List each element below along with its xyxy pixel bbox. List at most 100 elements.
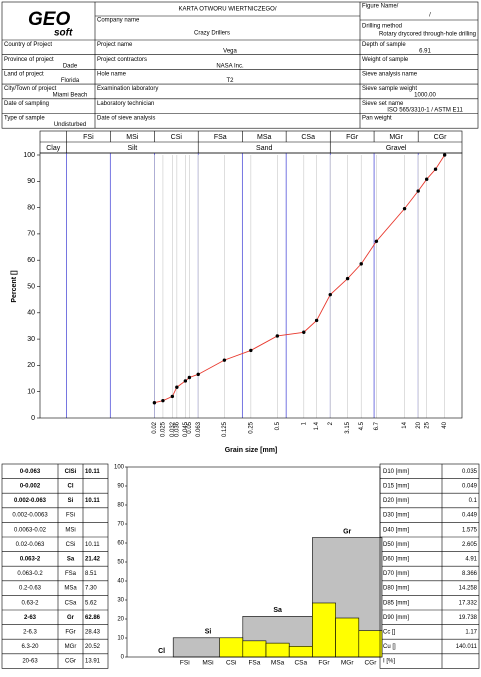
fraction-value: 5.62: [85, 600, 97, 606]
fraction-code: Gr: [67, 615, 75, 621]
fraction-code: FGr: [65, 629, 75, 635]
fraction-bar: [242, 640, 267, 658]
fraction-bar: [312, 602, 336, 658]
x-axis-label: Grain size [mm]: [225, 447, 278, 454]
x-tick-label: 0.036: [174, 421, 180, 437]
fraction-label: CGr: [434, 134, 448, 141]
fraction-value: 20.52: [85, 644, 101, 650]
field-label: City/Town of project: [4, 86, 57, 92]
data-point: [183, 379, 188, 383]
fraction-range: 0.2-0.63: [19, 586, 42, 592]
y-tick-label: 10: [27, 389, 35, 396]
field-label: Figure Name/: [362, 4, 399, 10]
data-point: [359, 262, 363, 266]
plot-frame: [39, 152, 463, 419]
bar-y-tick-label: 60: [117, 541, 124, 547]
fraction-bar: [265, 642, 290, 658]
fraction-code: CGr: [65, 659, 76, 665]
data-point: [402, 206, 407, 211]
parameter-value: 8.366: [462, 571, 478, 577]
group-label: Clay: [46, 145, 61, 152]
parameter-value: 2.605: [462, 542, 478, 548]
logo-sub: soft: [54, 28, 73, 39]
field-label: Sieve set name: [362, 101, 404, 107]
x-tick-label: 14: [402, 421, 408, 428]
parameter-label: Cc []: [383, 629, 396, 635]
parameter-value: 0.1: [469, 498, 478, 504]
bar-category-label: MSi: [202, 660, 213, 667]
parameter-label: D80 [mm]: [383, 586, 409, 592]
fraction-value: 62.86: [85, 615, 101, 621]
y-tick-label: 40: [27, 310, 35, 317]
parameter-value: 19.738: [459, 615, 478, 621]
fraction-range: 0.063-2: [20, 556, 41, 562]
parameter-value: 1.17: [465, 629, 477, 635]
x-tick-label: 0.5: [275, 421, 281, 430]
fraction-range: 0.063-0.2: [17, 571, 43, 577]
fraction-code: CSi: [66, 542, 76, 548]
bar-category-label: CSa: [294, 660, 307, 667]
fraction-bar: [335, 617, 360, 658]
fraction-label: MSi: [126, 134, 139, 141]
x-tick-label: 1: [301, 421, 307, 425]
y-tick-label: 0: [31, 415, 35, 422]
fraction-code: FSa: [65, 571, 77, 577]
field-label: Drilling method: [362, 24, 402, 30]
fraction-label: FSa: [214, 134, 227, 141]
field-label: Pan weight: [362, 116, 392, 122]
parameter-label: D40 [mm]: [383, 527, 409, 533]
fraction-label: CSa: [301, 134, 315, 141]
fraction-range: 0.02-0.063: [16, 542, 45, 548]
fraction-code: ClSi: [65, 469, 77, 475]
fraction-value: 28.43: [85, 629, 101, 635]
field-label: Company name: [97, 18, 140, 24]
bar-y-tick-label: 70: [117, 522, 124, 528]
doc-title: KARTA OTWORU WIERTNICZEGO/: [178, 7, 276, 13]
bar-y-tick-label: 10: [117, 636, 124, 642]
field-value: NASA Inc.: [216, 63, 244, 69]
fraction-label: FSi: [83, 134, 94, 141]
fraction-code: Cl: [68, 483, 74, 489]
parameter-value: 17.332: [459, 600, 478, 606]
fraction-label: MGr: [389, 134, 403, 141]
y-tick-label: 70: [27, 231, 35, 238]
x-tick-label: 0.02: [152, 421, 158, 433]
field-label: Province of project: [4, 57, 54, 63]
x-tick-label: 0.125: [222, 421, 228, 437]
fraction-range: 0.002-0.063: [14, 498, 47, 504]
field-value: Dade: [63, 63, 78, 69]
field-label: Country of Project: [4, 42, 52, 48]
bar-y-tick-label: 90: [117, 484, 124, 490]
fraction-code: FSi: [66, 513, 75, 519]
field-value: /: [429, 13, 431, 19]
fraction-value: 8.51: [85, 571, 97, 577]
fraction-value: 10.11: [85, 469, 100, 475]
data-point: [442, 153, 447, 157]
field-label: Laboratory technician: [97, 101, 154, 107]
field-label: Date of sampling: [4, 101, 49, 107]
field-label: Hole name: [97, 71, 127, 77]
field-label: Type of sample: [4, 116, 45, 122]
field-label: Examination laboratory: [97, 86, 158, 92]
bar-y-tick-label: 0: [121, 655, 125, 661]
fraction-label: MSa: [257, 134, 272, 141]
fraction-range: 0.002-0.0063: [12, 513, 48, 519]
fraction-range: 0-0.002: [20, 483, 41, 489]
logo-main: GEO: [28, 9, 70, 30]
data-point: [302, 330, 306, 334]
field-value: Rotary drycored through-hole drilling: [379, 32, 476, 38]
data-point: [196, 372, 200, 377]
x-tick-label: 2: [328, 421, 334, 425]
fraction-value: 13.91: [85, 659, 101, 665]
data-point: [249, 348, 253, 353]
data-point: [425, 177, 429, 181]
bar-y-tick-label: 50: [117, 560, 124, 566]
field-label: Weight of sample: [362, 57, 409, 63]
bar-y-tick-label: 100: [114, 465, 125, 471]
bar-category-label: FSa: [248, 660, 260, 667]
data-point: [175, 385, 179, 389]
x-tick-label: 3.15: [345, 421, 351, 433]
parameter-label: D60 [mm]: [383, 556, 409, 562]
